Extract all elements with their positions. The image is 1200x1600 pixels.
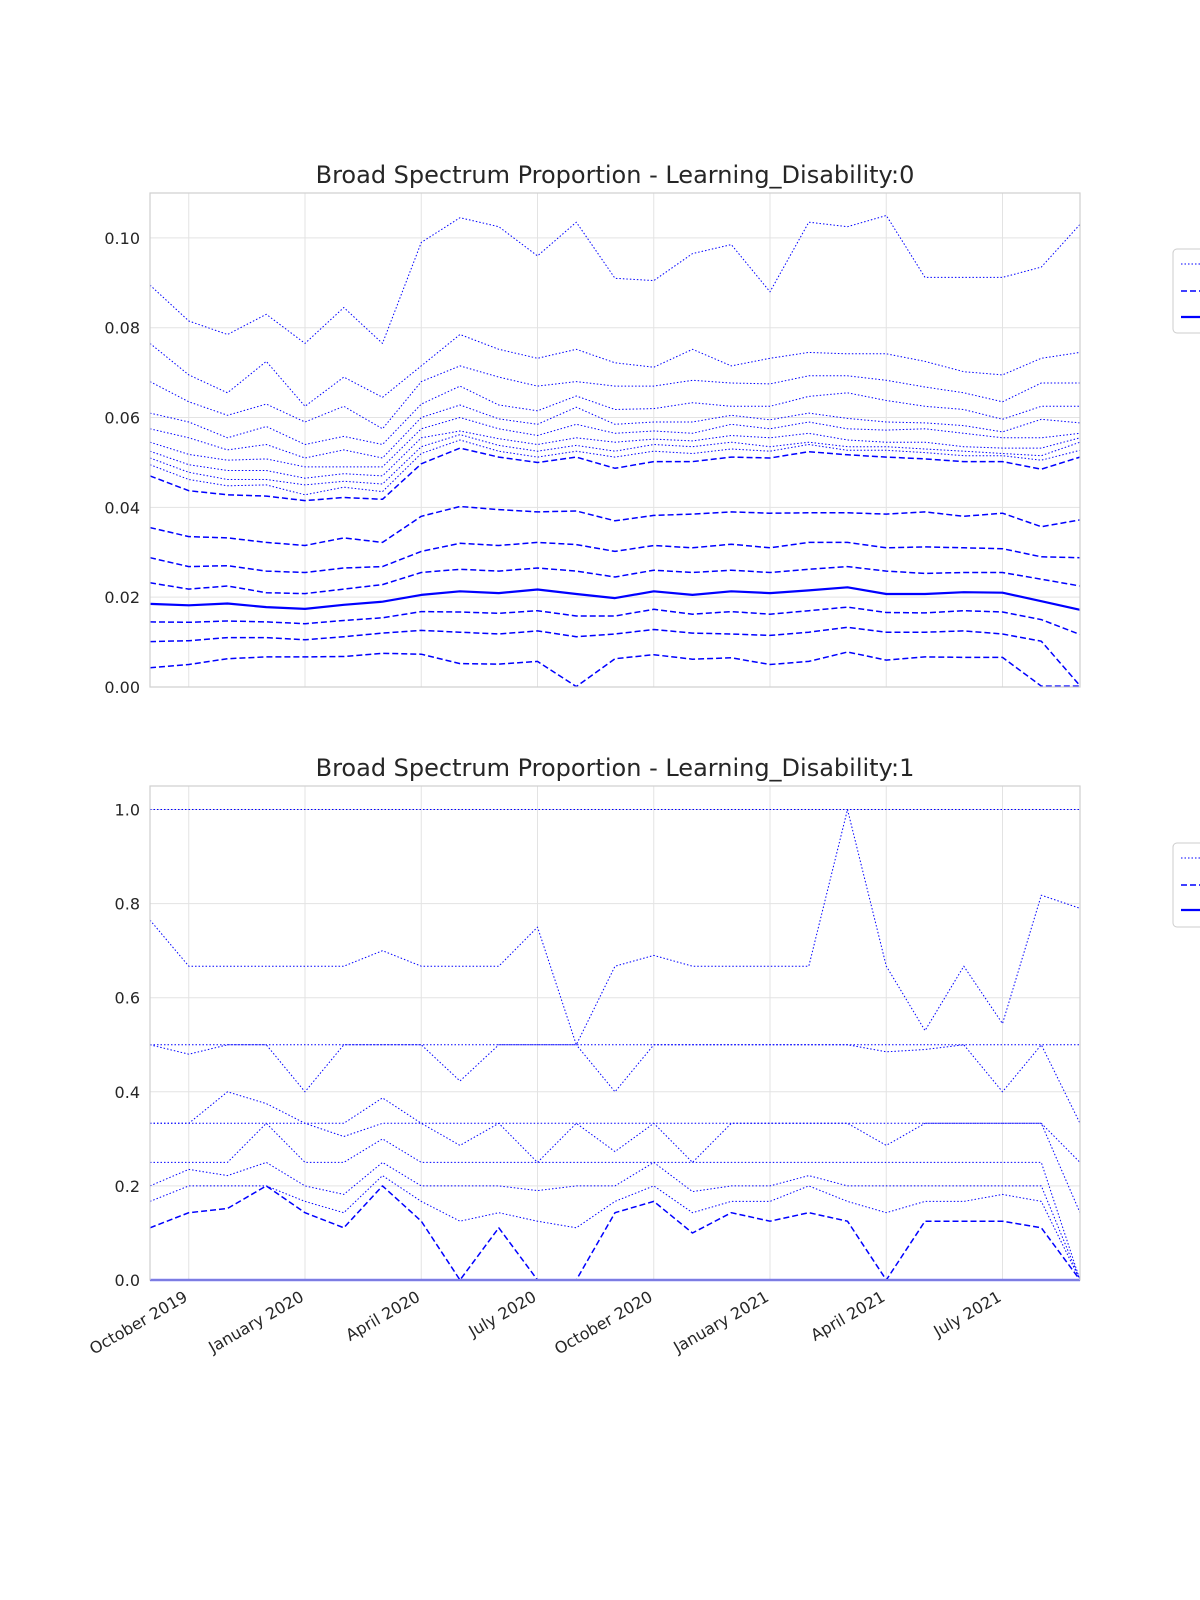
series-line-6-dotted bbox=[150, 1122, 1081, 1213]
chart-bottom: Broad Spectrum Proportion - Learning_Dis… bbox=[86, 754, 1200, 1358]
series-line-17-dashed bbox=[149, 651, 1080, 688]
y-tick-label: 0.4 bbox=[115, 1083, 140, 1102]
y-tick-label: 1.0 bbox=[115, 801, 140, 820]
y-tick-label: 0.10 bbox=[104, 229, 140, 248]
y-tick-label: 0.6 bbox=[115, 989, 140, 1008]
series-line-5-dotted bbox=[149, 404, 1081, 459]
y-tick-label: 0.8 bbox=[115, 895, 140, 914]
series-line-6-dotted bbox=[149, 417, 1081, 468]
series-line-15-dashed bbox=[149, 606, 1081, 636]
y-tick-label: 0.00 bbox=[104, 678, 140, 697]
y-tick-label: 0.06 bbox=[104, 409, 140, 428]
chart-top-plot: 0.00 0.02 0.04 0.06 0.08 0.10 bbox=[104, 193, 1081, 697]
series-line-3-dotted bbox=[149, 365, 1080, 430]
series-line-4-dotted bbox=[149, 1044, 1081, 1124]
chart-bottom-legend bbox=[1172, 842, 1200, 928]
series-line-11-dashed bbox=[149, 505, 1081, 547]
series-line-4-dotted bbox=[149, 385, 1080, 445]
y-tick-label: 0.04 bbox=[104, 498, 140, 517]
series-line-13-dashed bbox=[149, 565, 1081, 595]
y-tick-label: 0.02 bbox=[104, 588, 140, 607]
series-line-7-dotted bbox=[149, 430, 1081, 479]
chart-bottom-frame bbox=[149, 785, 1081, 1281]
y-tick-label: 0.0 bbox=[115, 1271, 140, 1290]
series-line-16-dashed bbox=[149, 626, 1081, 687]
x-tick-label: July 2021 bbox=[930, 1287, 1005, 1341]
series-line-10-dashed bbox=[149, 447, 1081, 502]
y-tick-label: 0.2 bbox=[115, 1177, 140, 1196]
y-tick-label: 0.08 bbox=[104, 319, 140, 338]
series-line-1-dotted bbox=[149, 215, 1081, 344]
x-tick-label: October 2019 bbox=[86, 1287, 191, 1358]
chart-top-legend bbox=[1172, 248, 1200, 334]
series-line-9-dotted bbox=[149, 439, 1081, 496]
chart-bottom-title: Broad Spectrum Proportion - Learning_Dis… bbox=[316, 754, 915, 782]
chart-top: Broad Spectrum Proportion - Learning_Dis… bbox=[104, 161, 1200, 697]
x-tick-label: October 2020 bbox=[551, 1287, 656, 1358]
series-line-12-dashed bbox=[149, 541, 1081, 574]
series-line-14-solid bbox=[149, 586, 1081, 611]
series-line-8-dotted bbox=[149, 1161, 1081, 1281]
x-tick-label: January 2020 bbox=[204, 1287, 307, 1357]
chart-top-title: Broad Spectrum Proportion - Learning_Dis… bbox=[316, 161, 915, 189]
x-tick-label: January 2021 bbox=[669, 1287, 772, 1357]
series-line-8-dotted bbox=[149, 434, 1081, 486]
x-tick-label: April 2021 bbox=[807, 1287, 888, 1345]
chart-top-frame bbox=[149, 192, 1081, 688]
series-line-2-dotted bbox=[149, 334, 1081, 407]
series-line-2-dotted bbox=[149, 809, 1081, 1046]
series-line-9-dotted bbox=[149, 1175, 1081, 1281]
x-tick-label: April 2020 bbox=[342, 1287, 423, 1345]
series-line-10-dashed bbox=[149, 1185, 1081, 1281]
x-tick-label: July 2020 bbox=[465, 1287, 540, 1341]
